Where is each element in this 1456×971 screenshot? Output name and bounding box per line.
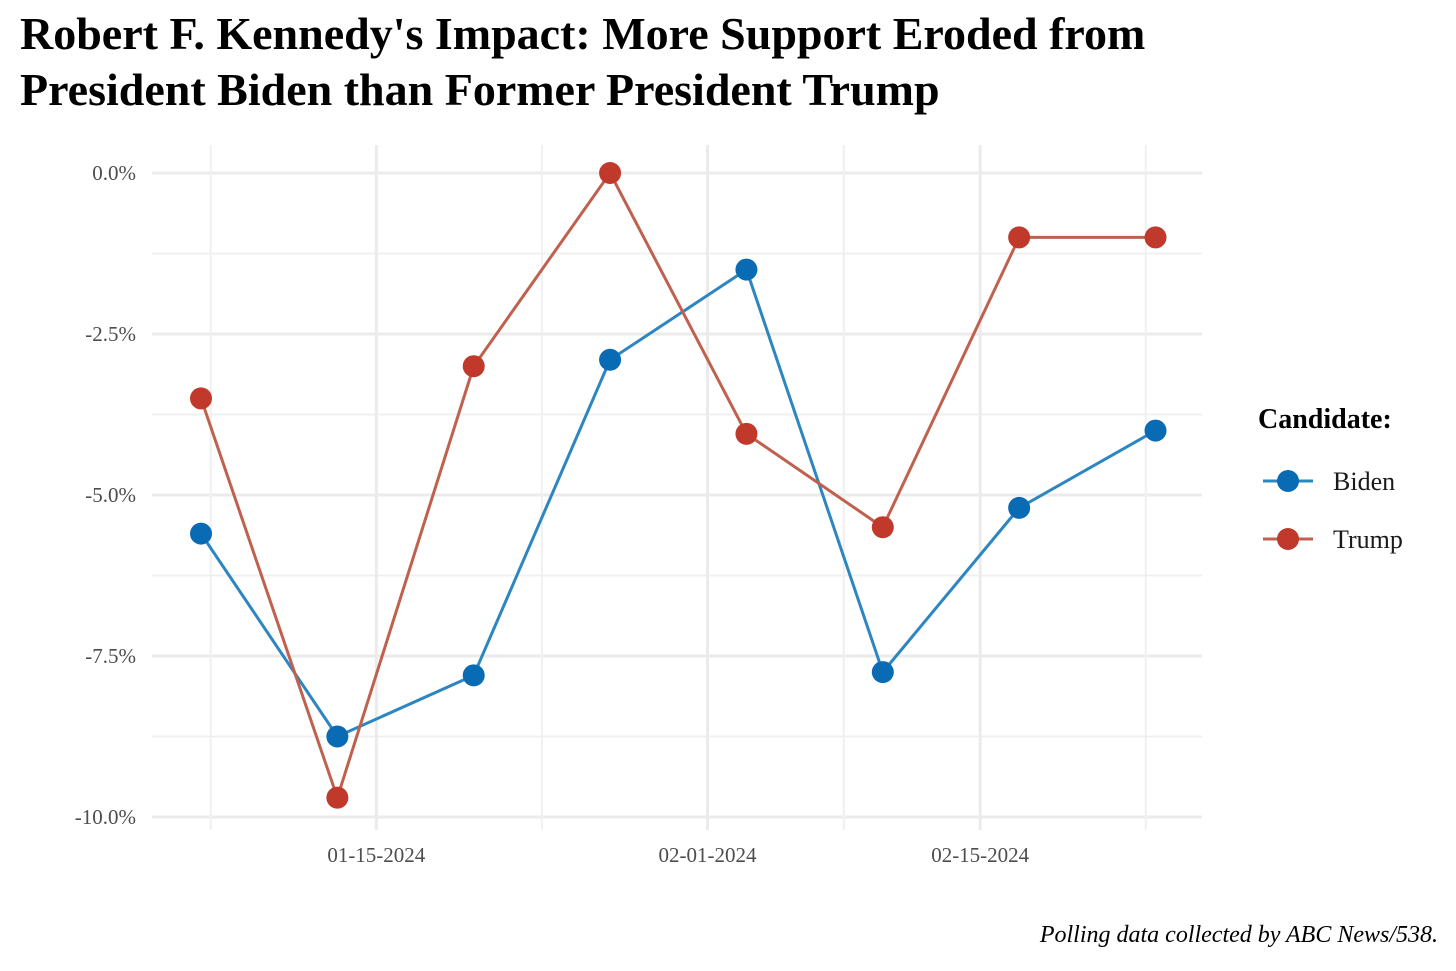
data-point-trump — [190, 387, 212, 410]
x-tick-label: 02-01-2024 — [658, 843, 756, 867]
y-tick-label: -7.5% — [85, 644, 136, 668]
data-point-trump — [326, 786, 349, 809]
legend-key-marker — [1277, 528, 1299, 550]
data-point-trump — [1144, 226, 1167, 249]
legend-title: Candidate: — [1258, 404, 1392, 435]
data-point-trump — [599, 162, 622, 184]
legend-item-trump: Trump — [1263, 525, 1403, 554]
legend-label: Trump — [1333, 525, 1403, 554]
y-tick-label: -5.0% — [85, 483, 136, 507]
chart-title-line-2: President Biden than Former President Tr… — [20, 64, 940, 115]
source-caption: Polling data collected by ABC News/538. — [1039, 922, 1438, 948]
data-point-biden — [190, 522, 212, 545]
y-axis: 0.0% -2.5% -5.0% -7.5% -10.0% — [75, 161, 136, 829]
data-point-trump — [871, 516, 894, 539]
legend-item-biden: Biden — [1263, 467, 1395, 496]
legend: Candidate: Biden Trump — [1258, 404, 1403, 554]
data-point-biden — [326, 725, 349, 748]
grid — [152, 145, 1202, 830]
y-tick-label: -2.5% — [85, 322, 136, 346]
data-point-biden — [1008, 496, 1031, 519]
chart-title-line-1: Robert F. Kennedy's Impact: More Support… — [20, 8, 1146, 59]
data-point-trump — [462, 355, 485, 378]
series-line-trump — [199, 171, 1156, 800]
data-point-biden — [1144, 419, 1167, 442]
x-tick-label: 02-15-2024 — [931, 843, 1029, 867]
x-axis: 01-15-2024 02-01-2024 02-15-2024 — [327, 843, 1029, 867]
x-tick-label: 01-15-2024 — [327, 843, 425, 867]
series-group — [190, 162, 1167, 809]
legend-label: Biden — [1333, 467, 1395, 496]
data-point-biden — [871, 661, 894, 684]
chart-title: Robert F. Kennedy's Impact: More Support… — [20, 6, 1440, 118]
data-point-trump — [1008, 226, 1031, 249]
legend-key-marker — [1277, 470, 1299, 492]
data-point-biden — [462, 664, 485, 687]
legend-items: Biden Trump — [1263, 467, 1403, 554]
y-tick-label: -10.0% — [75, 805, 136, 829]
data-point-biden — [735, 258, 758, 281]
y-tick-label: 0.0% — [92, 161, 136, 185]
data-point-trump — [735, 422, 758, 445]
data-point-biden — [599, 348, 622, 371]
